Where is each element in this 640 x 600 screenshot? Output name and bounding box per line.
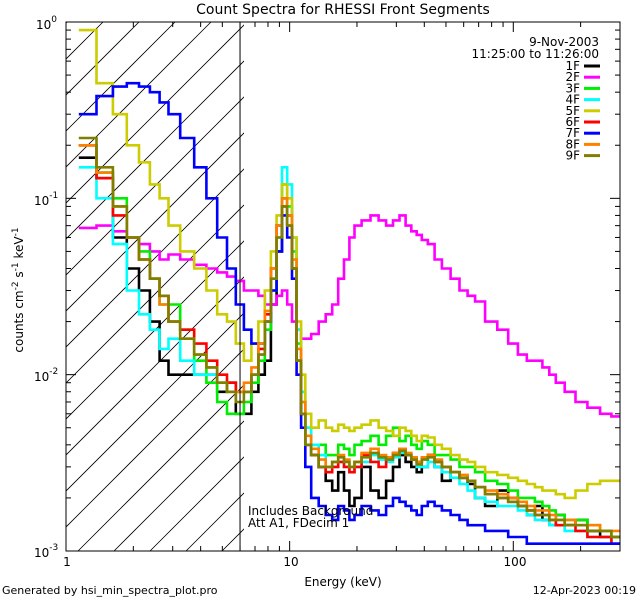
hatch-line <box>66 240 244 420</box>
footer-generated-by: Generated by hsi_min_spectra_plot.pro <box>2 584 218 597</box>
y-axis-label: counts cm-2 s-1 keV-1 <box>11 227 26 352</box>
series-7F <box>78 81 620 545</box>
hatch-line <box>66 24 244 204</box>
x-tick-label-10: 10 <box>283 555 298 569</box>
series-2F <box>78 214 620 418</box>
x-tick-label-100: 100 <box>504 555 527 569</box>
y-tick-label-1: 100 <box>36 15 57 32</box>
svg-text:100: 100 <box>36 15 57 32</box>
hatch-line <box>66 312 244 492</box>
x-axis-label: Energy (keV) <box>304 575 381 589</box>
legend-label-6F: 6F <box>565 115 580 129</box>
svg-text:10-2: 10-2 <box>34 367 58 384</box>
x-tick-label-1: 1 <box>63 555 71 569</box>
legend-label-1F: 1F <box>565 59 580 73</box>
chart-title: Count Spectra for RHESSI Front Segments <box>196 2 490 18</box>
y-tick-label-0.1: 10-1 <box>34 191 58 208</box>
legend-label-2F: 2F <box>565 70 580 84</box>
hatch-line <box>66 276 244 456</box>
hatch-line <box>66 132 244 312</box>
hatch-line <box>66 22 212 168</box>
annotation-attenuator: Att A1, FDecim 1 <box>248 516 349 530</box>
hatch-line <box>113 420 244 551</box>
hatch-line <box>66 204 244 384</box>
hatch-line <box>66 22 176 132</box>
y-tick-label-0.001: 10-3 <box>34 543 58 560</box>
legend-label-3F: 3F <box>565 81 580 95</box>
series-5F <box>78 28 620 500</box>
y-tick-label-0.01: 10-2 <box>34 367 58 384</box>
hatch-line <box>77 384 244 551</box>
plot-frame <box>65 21 621 552</box>
hatch-line <box>294 22 640 551</box>
series-9F <box>78 136 620 539</box>
series-3F <box>78 144 620 539</box>
annotation-background: Includes Background <box>248 504 373 518</box>
legend-label-7F: 7F <box>565 126 580 140</box>
legend-label-9F: 9F <box>565 149 580 163</box>
svg-text:10-3: 10-3 <box>34 543 58 560</box>
legend-label-5F: 5F <box>565 104 580 118</box>
legend-label-4F: 4F <box>565 93 580 107</box>
legend-label-8F: 8F <box>565 137 580 151</box>
footer-timestamp: 12-Apr-2023 00:19 <box>533 584 636 597</box>
hatch-line <box>66 348 244 528</box>
hatch-line <box>149 456 244 551</box>
svg-text:10-1: 10-1 <box>34 191 58 208</box>
annotation-date: 9-Nov-2003 <box>529 35 599 49</box>
annotation-time-range: 11:25:00 to 11:26:00 <box>472 47 599 61</box>
hatch-line <box>66 60 244 240</box>
hatch-line <box>66 96 244 276</box>
